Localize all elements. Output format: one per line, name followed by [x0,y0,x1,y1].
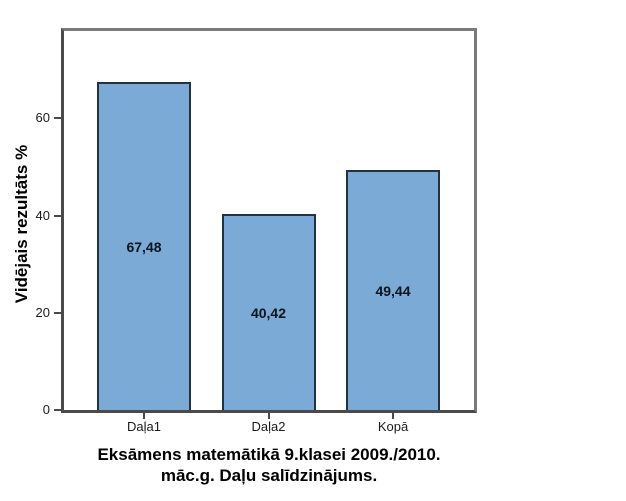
y-axis-title: Vidējais rezultāts % [12,144,31,304]
x-tick-mark [392,413,394,419]
bar-daļa2: 40,42 [221,213,316,410]
y-tick-label: 60 [35,110,50,126]
y-tick-label: 40 [35,207,50,223]
bar-value-label: 40,42 [250,304,287,321]
bar-value-label: 49,44 [375,282,411,299]
chart-title: Eksāmens matemātikā 9.klasei 2009./2010.… [61,444,477,486]
bar-value-label: 67,48 [126,239,162,256]
plot-area: 0 20 40 60 67,48 Daļa1 40,42 Daļa2 49,44 Kopā [36,28,477,434]
bar-daļa1: 67,48 [97,82,191,410]
x-category-label: Daļa1 [127,419,161,434]
y-tick-mark [54,117,61,120]
x-tick-mark [267,413,270,419]
y-tick-label: 0 [42,402,50,417]
x-category-label: Kopā [377,419,409,434]
x-tick-mark [143,413,145,419]
chart-title-line2: māc.g. Daļu salīdzinājums. [160,466,378,485]
x-category-label: Daļa2 [251,419,286,434]
chart-title-line1: Eksāmens matemātikā 9.klasei 2009./2010. [97,445,441,464]
y-tick-label: 20 [35,304,50,320]
y-tick-mark [54,311,61,314]
y-tick-mark [54,409,61,411]
y-tick-mark [54,214,61,217]
bar-kopā: 49,44 [346,169,440,410]
